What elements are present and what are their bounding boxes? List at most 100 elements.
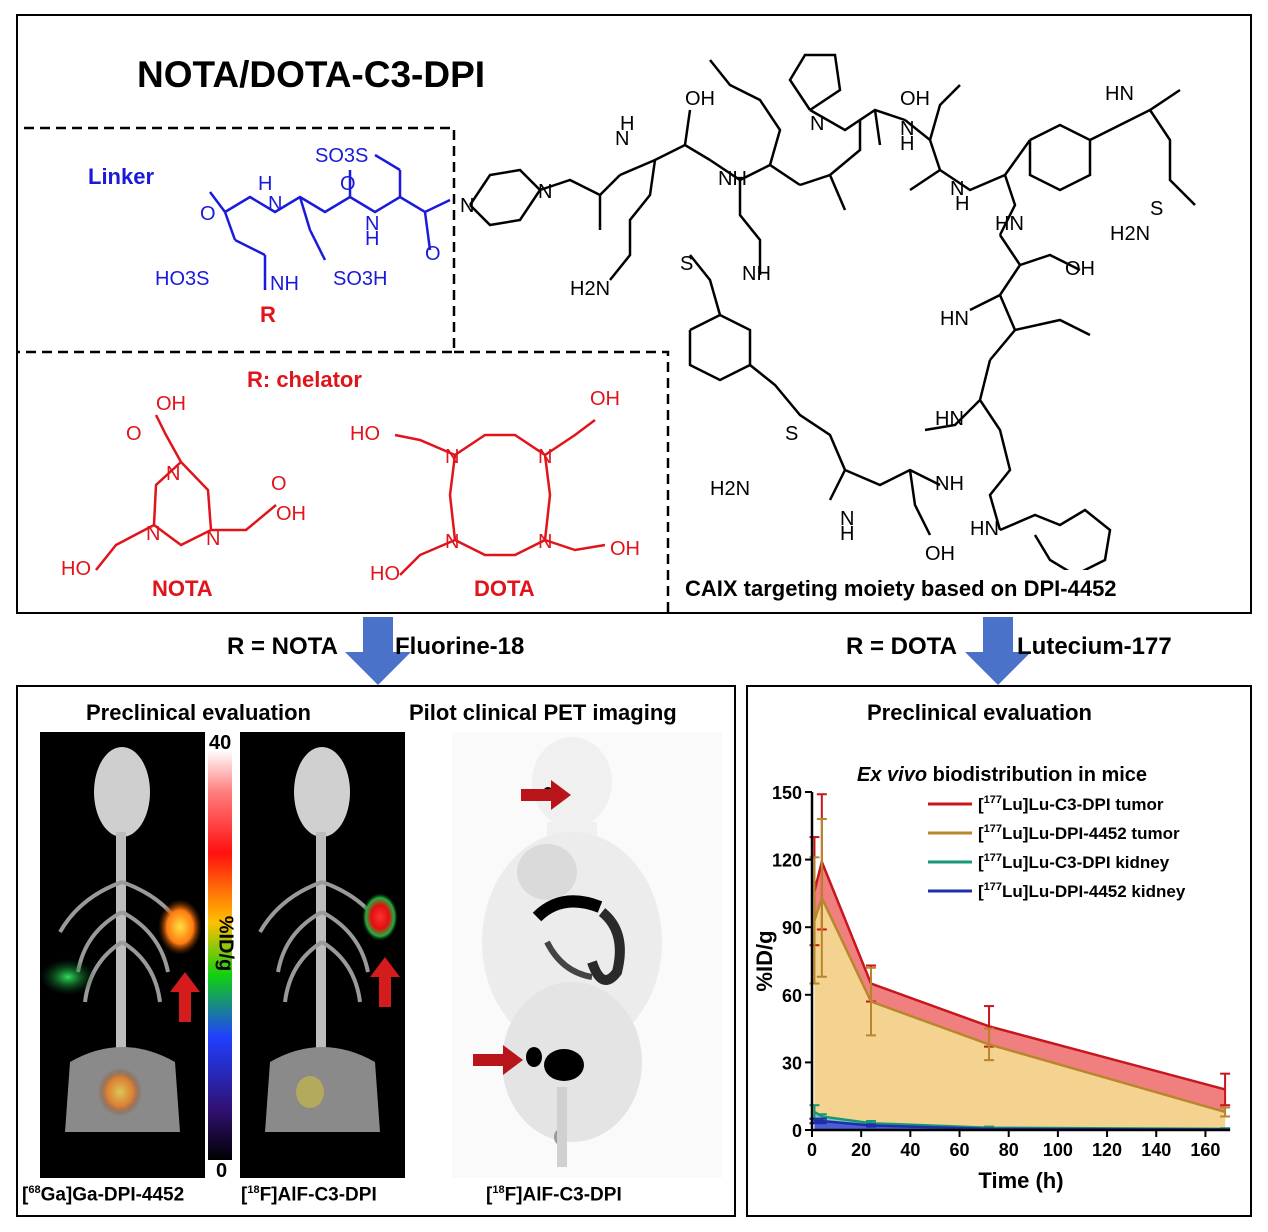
lesion-arrow-icon	[521, 780, 571, 810]
x-tick-label: 20	[851, 1140, 871, 1160]
s-label-1: S	[680, 253, 693, 275]
x-tick-label: 120	[1092, 1140, 1122, 1160]
mouse-scan-ga68	[40, 732, 205, 1178]
svg-text:OH: OH	[156, 393, 186, 415]
caix-label: CAIX targeting moiety based on DPI-4452	[685, 576, 1117, 601]
svg-text:N: N	[445, 531, 459, 553]
colorbar-max: 40	[209, 732, 232, 754]
right-r-label: R = DOTA	[846, 633, 957, 660]
mouse-scan-f18	[240, 732, 405, 1178]
svg-text:H2N: H2N	[1110, 223, 1150, 245]
compound-title: NOTA/DOTA-C3-DPI	[137, 54, 486, 95]
peptide-structure: N N OH N H NH H2N NH S N OH N H N H HN S…	[460, 53, 1196, 570]
svg-text:N: N	[460, 195, 474, 217]
nota-structure: N N N OH O OH O HO	[61, 393, 306, 580]
svg-text:N: N	[840, 508, 854, 530]
svg-text:O: O	[200, 203, 216, 225]
svg-text:OH: OH	[590, 388, 620, 410]
svg-text:N: N	[538, 531, 552, 553]
colorbar-min: 0	[216, 1160, 228, 1182]
structure-box	[16, 14, 1252, 614]
svg-text:HN: HN	[935, 408, 964, 430]
biodistribution-chart: 0 30 60 90 120 150 0 20 40 60 80 100 120 140 160 Time (…	[752, 783, 1231, 1193]
svg-text:N: N	[615, 128, 629, 150]
svg-text:N: N	[146, 523, 160, 545]
y-tick-label: 60	[782, 986, 802, 1006]
svg-text:O: O	[126, 423, 142, 445]
svg-text:OH: OH	[610, 538, 640, 560]
svg-text:OH: OH	[276, 503, 306, 525]
svg-text:N: N	[365, 213, 379, 235]
svg-text:OH: OH	[925, 543, 955, 565]
left-r-label: R = NOTA	[227, 633, 338, 660]
svg-text:N: N	[950, 178, 964, 200]
dota-label: DOTA	[474, 576, 535, 601]
svg-text:H: H	[620, 113, 634, 135]
right-isotope-label: Lutecium-177	[1017, 633, 1172, 660]
right-down-arrow-icon	[965, 617, 1031, 685]
svg-text:H2N: H2N	[710, 478, 750, 500]
svg-text:N: N	[538, 181, 552, 203]
scan3-caption: [18F]AlF-C3-DPI	[486, 1184, 622, 1206]
svg-text:H: H	[258, 173, 272, 195]
svg-text:N: N	[268, 193, 282, 215]
clinical-pet-scan	[452, 732, 722, 1178]
legend-entry-2: [177Lu]Lu-C3-DPI kidney	[978, 852, 1170, 872]
x-tick-label: 140	[1141, 1140, 1171, 1160]
right-preclinical-title: Preclinical evaluation	[867, 700, 1092, 725]
svg-text:S: S	[1150, 198, 1163, 220]
svg-text:H: H	[900, 133, 914, 155]
r-label: R	[260, 302, 276, 327]
svg-text:N: N	[810, 113, 824, 135]
svg-text:NH: NH	[718, 168, 747, 190]
svg-text:O: O	[271, 473, 287, 495]
svg-text:OH: OH	[900, 88, 930, 110]
svg-text:H: H	[955, 193, 969, 215]
svg-text:H: H	[840, 523, 854, 545]
svg-text:HN: HN	[1105, 83, 1134, 105]
ho3s-label: HO3S	[155, 268, 209, 290]
dota-structure: N N N N HO OH OH HO	[350, 388, 640, 585]
svg-text:HO: HO	[61, 558, 91, 580]
so3s-label: SO3S	[315, 145, 368, 167]
svg-text:O: O	[340, 173, 356, 195]
x-tick-label: 80	[999, 1140, 1019, 1160]
colorbar-label: %ID/g	[214, 915, 237, 972]
so3h-label: SO3H	[333, 268, 387, 290]
svg-text:HN: HN	[995, 213, 1024, 235]
oh-label-2: OH	[1065, 258, 1095, 280]
svg-text:OH: OH	[685, 88, 715, 110]
y-tick-label: 30	[782, 1053, 802, 1073]
pilot-title: Pilot clinical PET imaging	[409, 700, 677, 725]
legend-entry-0: [177Lu]Lu-C3-DPI tumor	[978, 794, 1164, 814]
left-isotope-label: Fluorine-18	[395, 633, 525, 660]
tumor-arrow-icon	[370, 957, 400, 1007]
x-tick-label: 100	[1043, 1140, 1073, 1160]
y-tick-label: 0	[792, 1121, 802, 1141]
x-tick-label: 40	[900, 1140, 920, 1160]
nh-label: NH	[270, 273, 299, 295]
svg-text:HO: HO	[350, 423, 380, 445]
svg-text:NH: NH	[935, 473, 964, 495]
svg-text:O: O	[425, 243, 441, 265]
left-preclinical-title: Preclinical evaluation	[86, 700, 311, 725]
nota-label: NOTA	[152, 576, 213, 601]
series-area-1	[814, 897, 1226, 1130]
svg-text:N: N	[445, 446, 459, 468]
legend-entry-3: [177Lu]Lu-DPI-4452 kidney	[978, 881, 1186, 901]
x-tick-label: 160	[1190, 1140, 1220, 1160]
y-axis-label: %ID/g	[752, 930, 777, 991]
scan1-caption: [68Ga]Ga-DPI-4452	[22, 1184, 185, 1206]
chelator-label: R: chelator	[247, 367, 362, 392]
tumor-arrow-icon	[170, 972, 200, 1022]
svg-text:HN: HN	[970, 518, 999, 540]
y-tick-label: 90	[782, 918, 802, 938]
x-axis-label: Time (h)	[978, 1168, 1063, 1193]
y-tick-label: 150	[772, 783, 802, 803]
svg-text:HO: HO	[370, 563, 400, 585]
svg-text:N: N	[538, 446, 552, 468]
dashed-dividers	[16, 126, 670, 614]
colorbar	[208, 750, 232, 1160]
x-tick-label: 60	[950, 1140, 970, 1160]
legend-entry-1: [177Lu]Lu-DPI-4452 tumor	[978, 823, 1180, 843]
